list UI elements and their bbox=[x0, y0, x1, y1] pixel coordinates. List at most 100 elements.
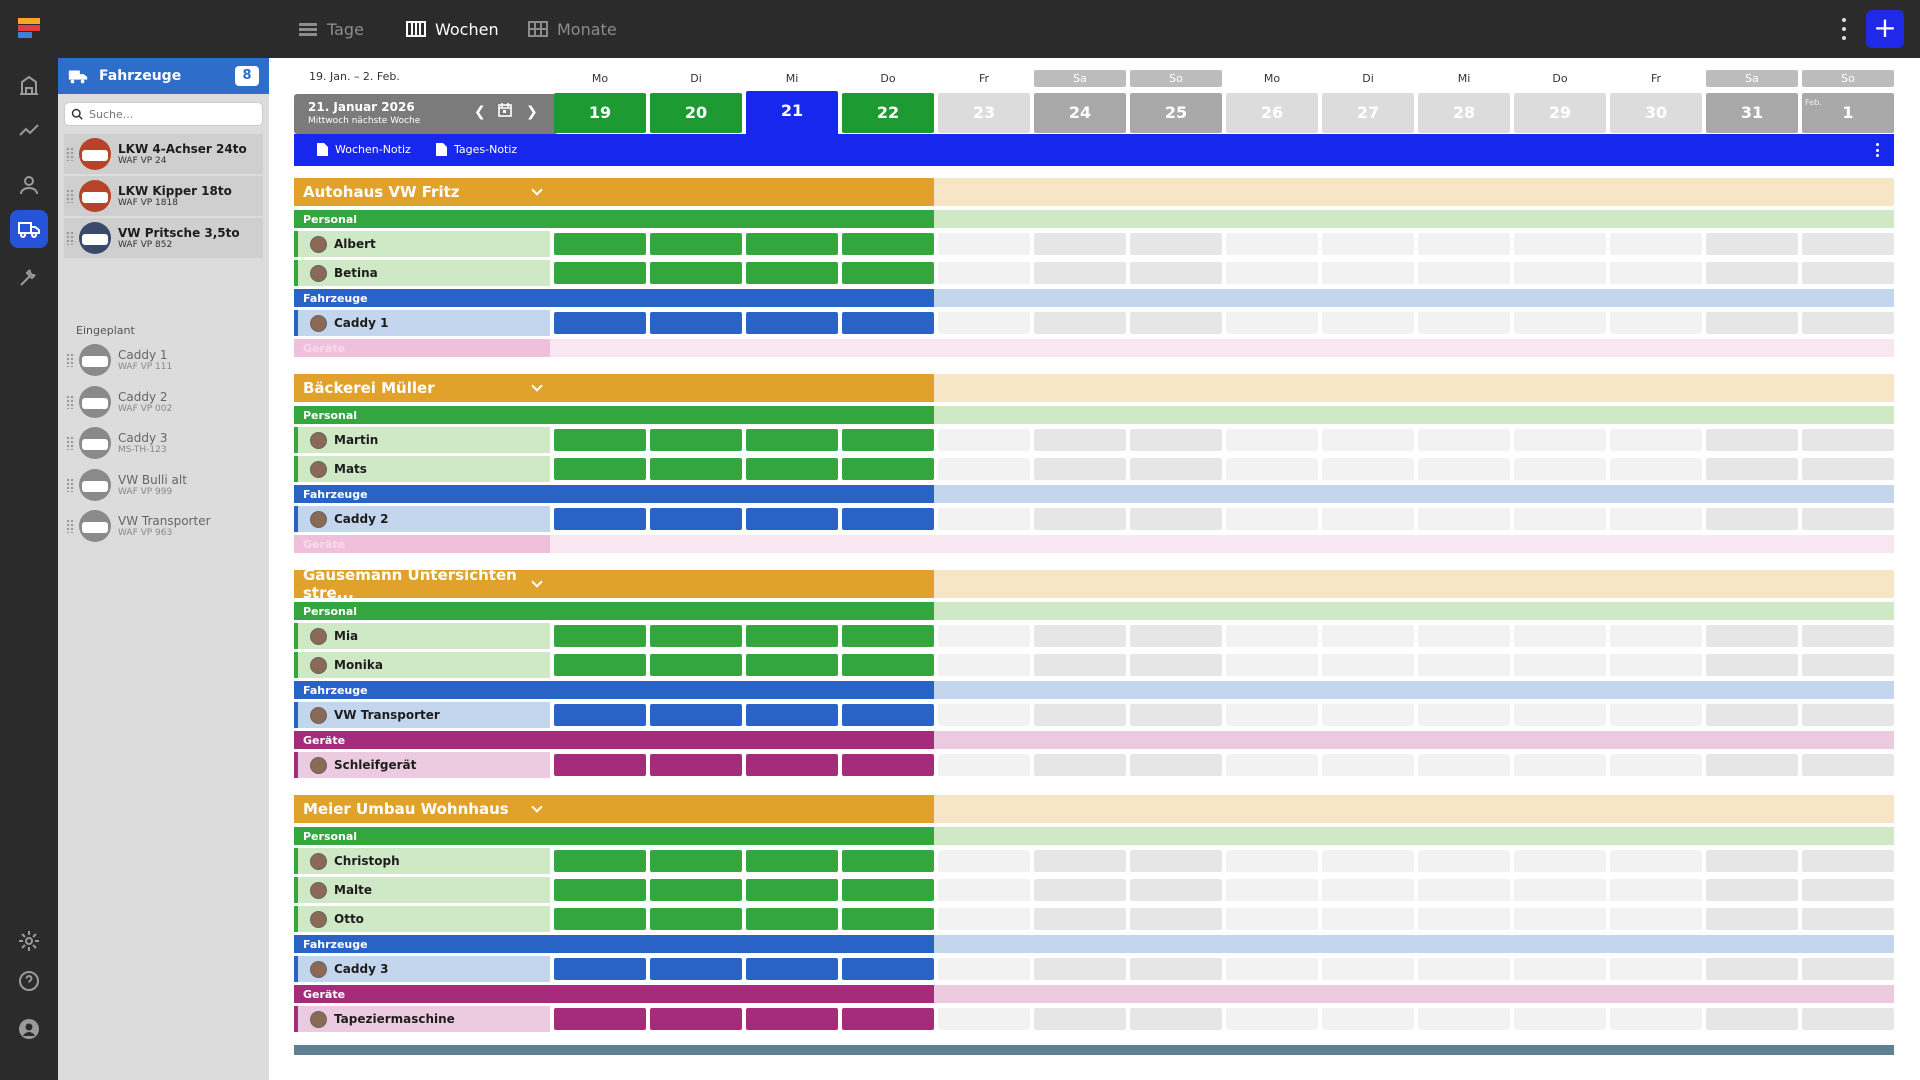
booking-cell[interactable] bbox=[938, 429, 1030, 451]
booking-cell[interactable] bbox=[554, 625, 646, 647]
chart-line-icon[interactable] bbox=[10, 110, 48, 148]
booking-cell[interactable] bbox=[650, 754, 742, 776]
booking-cell[interactable] bbox=[842, 312, 934, 334]
booking-cell[interactable] bbox=[1322, 754, 1414, 776]
project-title[interactable]: Autohaus VW Fritz bbox=[294, 178, 550, 206]
booking-cell[interactable] bbox=[1514, 625, 1606, 647]
booking-cell[interactable] bbox=[1514, 508, 1606, 530]
booking-cell[interactable] bbox=[1514, 879, 1606, 901]
resource-label[interactable]: Mats bbox=[294, 456, 550, 482]
booking-cell[interactable] bbox=[746, 704, 838, 726]
booking-cell[interactable] bbox=[1130, 654, 1222, 676]
booking-cell[interactable] bbox=[1610, 1008, 1702, 1030]
booking-cell[interactable] bbox=[1610, 508, 1702, 530]
booking-cell[interactable] bbox=[938, 958, 1030, 980]
booking-cell[interactable] bbox=[1802, 754, 1894, 776]
chevron-down-icon[interactable] bbox=[531, 380, 543, 392]
booking-cell[interactable] bbox=[842, 625, 934, 647]
booking-cell[interactable] bbox=[554, 312, 646, 334]
booking-cell[interactable] bbox=[1034, 879, 1126, 901]
vehicle-item[interactable]: VW Bulli alt WAF VP 999 bbox=[64, 465, 263, 505]
day-cell[interactable]: 27 bbox=[1322, 93, 1414, 133]
booking-cell[interactable] bbox=[1610, 625, 1702, 647]
booking-cell[interactable] bbox=[1514, 850, 1606, 872]
day-note-button[interactable]: Tages-Notiz bbox=[436, 143, 517, 156]
booking-cell[interactable] bbox=[1802, 958, 1894, 980]
booking-cell[interactable] bbox=[650, 879, 742, 901]
booking-cell[interactable] bbox=[1610, 233, 1702, 255]
booking-cell[interactable] bbox=[1514, 429, 1606, 451]
booking-cell[interactable] bbox=[746, 908, 838, 930]
booking-cell[interactable] bbox=[746, 312, 838, 334]
booking-cell[interactable] bbox=[1706, 508, 1798, 530]
booking-cell[interactable] bbox=[842, 233, 934, 255]
booking-cell[interactable] bbox=[1322, 1008, 1414, 1030]
booking-cell[interactable] bbox=[938, 879, 1030, 901]
booking-cell[interactable] bbox=[554, 429, 646, 451]
truck-icon[interactable] bbox=[10, 210, 48, 248]
booking-cell[interactable] bbox=[1034, 233, 1126, 255]
resource-label[interactable]: Monika bbox=[294, 652, 550, 678]
resource-label[interactable]: Caddy 2 bbox=[294, 506, 550, 532]
booking-cell[interactable] bbox=[650, 704, 742, 726]
booking-cell[interactable] bbox=[1802, 312, 1894, 334]
booking-cell[interactable] bbox=[938, 262, 1030, 284]
day-cell[interactable]: 28 bbox=[1418, 93, 1510, 133]
drag-handle-icon[interactable] bbox=[66, 353, 75, 367]
booking-cell[interactable] bbox=[842, 704, 934, 726]
booking-cell[interactable] bbox=[938, 458, 1030, 480]
booking-cell[interactable] bbox=[938, 508, 1030, 530]
booking-cell[interactable] bbox=[1322, 654, 1414, 676]
booking-cell[interactable] bbox=[1706, 958, 1798, 980]
booking-cell[interactable] bbox=[1706, 233, 1798, 255]
booking-cell[interactable] bbox=[1226, 262, 1318, 284]
drag-handle-icon[interactable] bbox=[66, 231, 75, 245]
booking-cell[interactable] bbox=[650, 850, 742, 872]
booking-cell[interactable] bbox=[1130, 625, 1222, 647]
vehicle-item[interactable]: Caddy 2 WAF VP 002 bbox=[64, 382, 263, 422]
person-icon[interactable] bbox=[10, 166, 48, 204]
booking-cell[interactable] bbox=[1514, 233, 1606, 255]
resource-label[interactable]: Mia bbox=[294, 623, 550, 649]
booking-cell[interactable] bbox=[1226, 654, 1318, 676]
booking-cell[interactable] bbox=[1418, 262, 1510, 284]
resource-label[interactable]: Caddy 1 bbox=[294, 310, 550, 336]
booking-cell[interactable] bbox=[1706, 1008, 1798, 1030]
booking-cell[interactable] bbox=[1610, 850, 1702, 872]
booking-cell[interactable] bbox=[1418, 908, 1510, 930]
booking-cell[interactable] bbox=[1322, 958, 1414, 980]
booking-cell[interactable] bbox=[1034, 625, 1126, 647]
booking-cell[interactable] bbox=[1418, 312, 1510, 334]
booking-cell[interactable] bbox=[746, 754, 838, 776]
project-title[interactable]: Bäckerei Müller bbox=[294, 374, 550, 402]
help-icon[interactable] bbox=[10, 962, 48, 1000]
building-icon[interactable] bbox=[10, 66, 48, 104]
booking-cell[interactable] bbox=[1226, 508, 1318, 530]
booking-cell[interactable] bbox=[1322, 458, 1414, 480]
resource-label[interactable]: Malte bbox=[294, 877, 550, 903]
booking-cell[interactable] bbox=[842, 908, 934, 930]
booking-cell[interactable] bbox=[1226, 312, 1318, 334]
booking-cell[interactable] bbox=[1034, 704, 1126, 726]
booking-cell[interactable] bbox=[1610, 654, 1702, 676]
booking-cell[interactable] bbox=[1130, 908, 1222, 930]
booking-cell[interactable] bbox=[650, 458, 742, 480]
booking-cell[interactable] bbox=[1226, 704, 1318, 726]
booking-cell[interactable] bbox=[1706, 262, 1798, 284]
day-cell[interactable]: 21 bbox=[746, 91, 838, 137]
booking-cell[interactable] bbox=[746, 233, 838, 255]
booking-cell[interactable] bbox=[842, 458, 934, 480]
booking-cell[interactable] bbox=[1802, 654, 1894, 676]
booking-cell[interactable] bbox=[650, 908, 742, 930]
resource-label[interactable]: VW Transporter bbox=[294, 702, 550, 728]
day-cell[interactable]: 23 bbox=[938, 93, 1030, 133]
booking-cell[interactable] bbox=[1610, 879, 1702, 901]
booking-cell[interactable] bbox=[1226, 879, 1318, 901]
booking-cell[interactable] bbox=[1706, 879, 1798, 901]
search-input[interactable]: Suche... bbox=[64, 102, 263, 126]
drag-handle-icon[interactable] bbox=[66, 189, 75, 203]
booking-cell[interactable] bbox=[1130, 262, 1222, 284]
booking-cell[interactable] bbox=[554, 262, 646, 284]
booking-cell[interactable] bbox=[1610, 754, 1702, 776]
booking-cell[interactable] bbox=[1418, 429, 1510, 451]
